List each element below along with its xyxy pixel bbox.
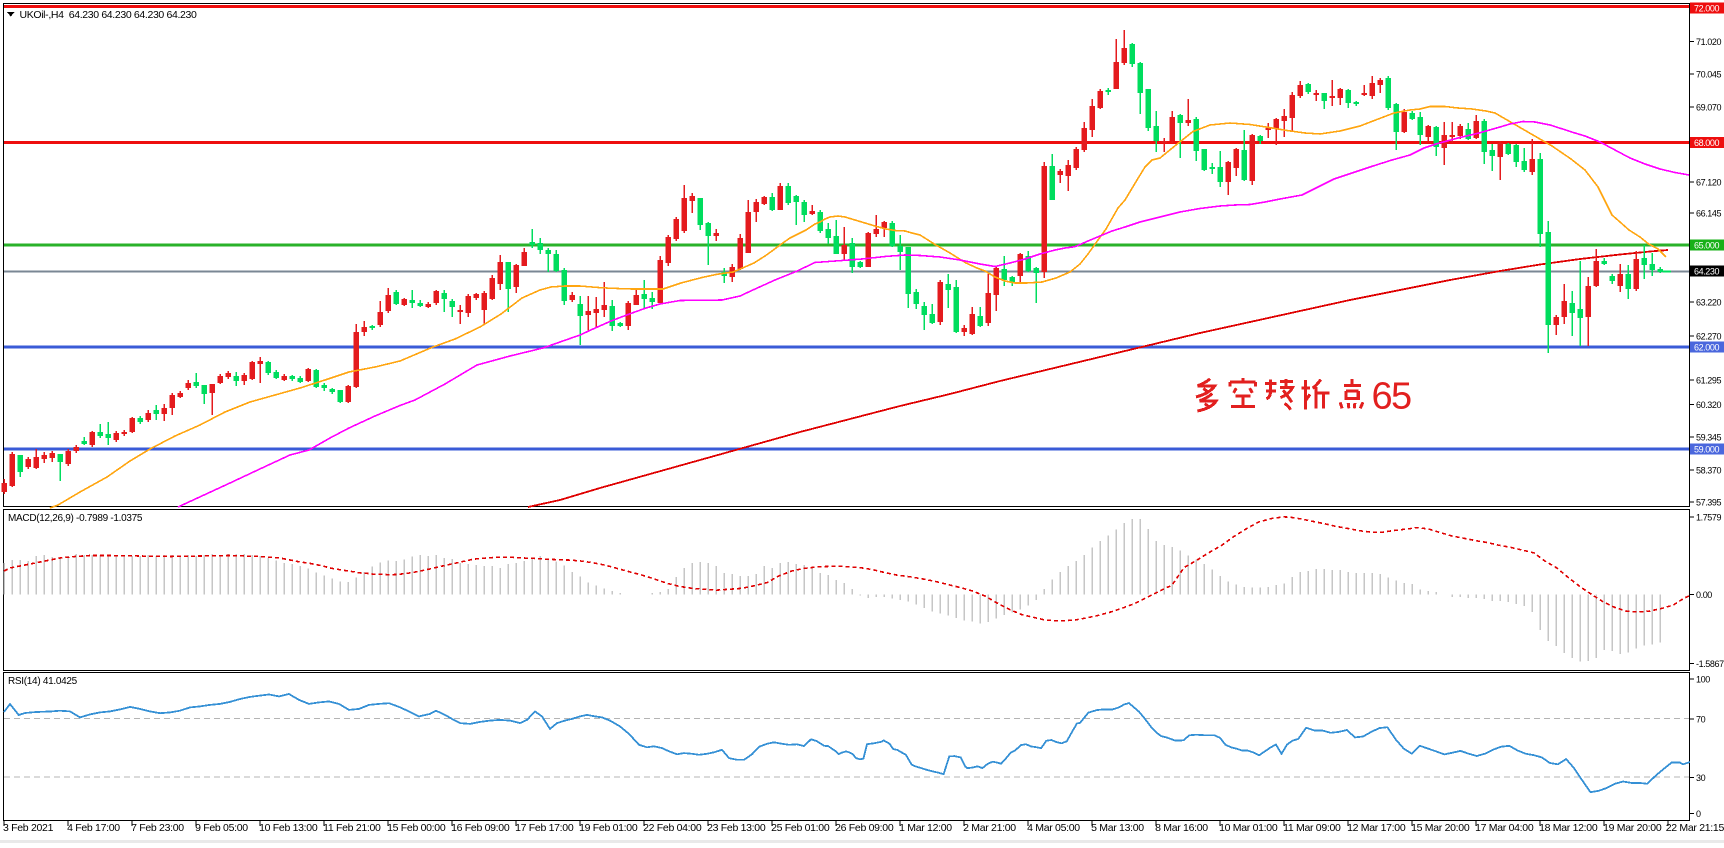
svg-text:61.295: 61.295 xyxy=(1696,376,1722,386)
svg-text:3 Feb 2021: 3 Feb 2021 xyxy=(3,822,54,834)
svg-text:0.00: 0.00 xyxy=(1696,590,1712,600)
svg-text:10 Feb 13:00: 10 Feb 13:00 xyxy=(259,822,318,834)
svg-text:58.370: 58.370 xyxy=(1696,466,1722,476)
svg-text:70.045: 70.045 xyxy=(1696,70,1722,80)
svg-text:60.320: 60.320 xyxy=(1696,400,1722,410)
svg-text:66.145: 66.145 xyxy=(1696,209,1722,219)
svg-text:0: 0 xyxy=(1696,809,1701,819)
svg-text:UKOil-,H4 64.230 64.230 64.23: UKOil-,H4 64.230 64.230 64.230 64.230 xyxy=(20,9,198,21)
svg-text:16 Feb 09:00: 16 Feb 09:00 xyxy=(451,822,510,834)
svg-text:65: 65 xyxy=(1372,376,1412,418)
svg-text:22 Feb 04:00: 22 Feb 04:00 xyxy=(643,822,702,834)
svg-text:30: 30 xyxy=(1696,773,1706,783)
svg-text:4 Feb 17:00: 4 Feb 17:00 xyxy=(67,822,120,834)
svg-text:64.230: 64.230 xyxy=(1694,266,1720,276)
svg-text:62.270: 62.270 xyxy=(1696,332,1722,342)
svg-text:17 Mar 04:00: 17 Mar 04:00 xyxy=(1475,822,1534,834)
svg-text:19 Feb 01:00: 19 Feb 01:00 xyxy=(579,822,638,834)
svg-text:59.345: 59.345 xyxy=(1696,433,1722,443)
svg-text:70: 70 xyxy=(1696,714,1706,724)
svg-text:65.000: 65.000 xyxy=(1694,241,1720,251)
svg-text:-1.5867: -1.5867 xyxy=(1696,659,1724,669)
svg-text:26 Feb 09:00: 26 Feb 09:00 xyxy=(835,822,894,834)
svg-text:72.000: 72.000 xyxy=(1694,4,1720,14)
svg-text:59.000: 59.000 xyxy=(1694,445,1720,455)
svg-text:RSI(14) 41.0425: RSI(14) 41.0425 xyxy=(8,676,78,687)
svg-text:11 Mar 09:00: 11 Mar 09:00 xyxy=(1283,822,1341,834)
svg-text:1.7579: 1.7579 xyxy=(1696,513,1722,523)
svg-text:68.000: 68.000 xyxy=(1694,138,1720,148)
svg-text:1 Mar 12:00: 1 Mar 12:00 xyxy=(899,822,952,834)
svg-text:9 Feb 05:00: 9 Feb 05:00 xyxy=(195,822,248,834)
svg-text:63.220: 63.220 xyxy=(1696,298,1722,308)
svg-text:17 Feb 17:00: 17 Feb 17:00 xyxy=(515,822,574,834)
svg-text:8 Mar 16:00: 8 Mar 16:00 xyxy=(1155,822,1208,834)
svg-text:22 Mar 21:15: 22 Mar 21:15 xyxy=(1666,822,1724,834)
svg-text:57.395: 57.395 xyxy=(1696,498,1722,508)
svg-text:18 Mar 12:00: 18 Mar 12:00 xyxy=(1539,822,1598,834)
svg-text:69.070: 69.070 xyxy=(1696,102,1722,112)
svg-text:11 Feb 21:00: 11 Feb 21:00 xyxy=(323,822,381,834)
svg-text:100: 100 xyxy=(1696,675,1710,685)
svg-text:4 Mar 05:00: 4 Mar 05:00 xyxy=(1027,822,1080,834)
svg-text:15 Mar 20:00: 15 Mar 20:00 xyxy=(1411,822,1470,834)
svg-text:5 Mar 13:00: 5 Mar 13:00 xyxy=(1091,822,1144,834)
svg-text:12 Mar 17:00: 12 Mar 17:00 xyxy=(1347,822,1406,834)
svg-text:2 Mar 21:00: 2 Mar 21:00 xyxy=(963,822,1016,834)
svg-text:10 Mar 01:00: 10 Mar 01:00 xyxy=(1219,822,1278,834)
svg-text:62.000: 62.000 xyxy=(1694,343,1720,353)
svg-text:67.120: 67.120 xyxy=(1696,178,1722,188)
svg-text:25 Feb 01:00: 25 Feb 01:00 xyxy=(771,822,830,834)
svg-text:23 Feb 13:00: 23 Feb 13:00 xyxy=(707,822,766,834)
svg-text:MACD(12,26,9) -0.7989 -1.0375: MACD(12,26,9) -0.7989 -1.0375 xyxy=(8,513,143,524)
svg-text:7 Feb 23:00: 7 Feb 23:00 xyxy=(131,822,184,834)
svg-text:71.020: 71.020 xyxy=(1696,37,1722,47)
svg-text:15 Feb 00:00: 15 Feb 00:00 xyxy=(387,822,446,834)
svg-text:19 Mar 20:00: 19 Mar 20:00 xyxy=(1603,822,1662,834)
